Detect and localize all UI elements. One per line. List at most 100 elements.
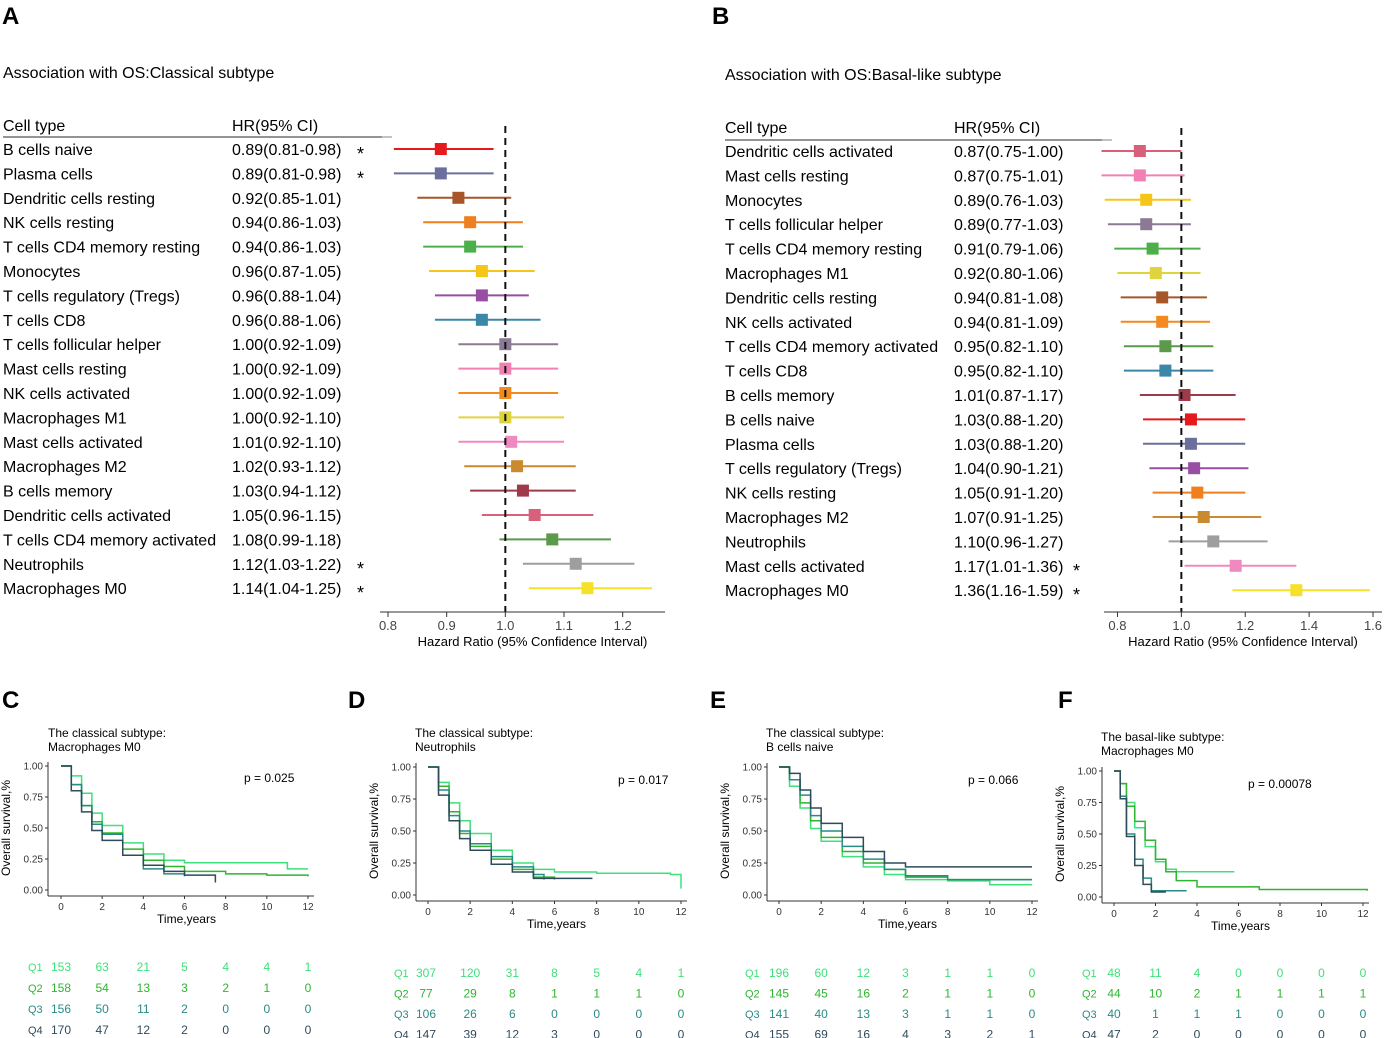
risk-table-count: 0 <box>1235 966 1242 980</box>
risk-table-count: 0 <box>1029 966 1036 980</box>
forest-row-label: Mast cells activated <box>3 435 143 452</box>
risk-table-count: 54 <box>95 981 109 995</box>
forest-row-hr-text: 1.08(0.99-1.18) <box>232 532 341 549</box>
risk-table-count: 1 <box>986 987 993 1001</box>
forest-hr-marker <box>1184 413 1197 426</box>
forest-row-hr-text: 0.94(0.86-1.03) <box>232 240 341 257</box>
forest-hr-marker <box>1178 389 1191 401</box>
forest-row-hr-text: 0.89(0.81-0.98) <box>232 142 341 159</box>
risk-table-count: 0 <box>1360 1007 1367 1021</box>
forest-row-label: Neutrophils <box>725 534 806 551</box>
panel-letter-e: E <box>710 687 726 714</box>
risk-table-count: 0 <box>551 1007 558 1021</box>
risk-table-count: 0 <box>263 1002 270 1016</box>
forest-hr-marker <box>1156 291 1169 304</box>
forest-hr-marker <box>1146 242 1159 255</box>
forest-row-hr-text: 0.96(0.88-1.04) <box>232 288 341 305</box>
risk-table-count: 1 <box>944 966 951 980</box>
risk-table-count: 0 <box>1277 1007 1284 1021</box>
risk-table-count: 158 <box>51 981 71 995</box>
km-survival-curve <box>779 766 1032 868</box>
risk-table-count: 0 <box>678 1007 685 1021</box>
km-survival-curve <box>1114 770 1235 873</box>
forest-hr-marker <box>528 509 541 521</box>
forest-hr-marker <box>516 484 529 497</box>
forest-row-hr-text: 1.00(0.92-1.09) <box>232 386 341 403</box>
forest-row-label: Macrophages M2 <box>3 459 127 476</box>
km-y-axis-title: Overall survival,% <box>1053 786 1067 882</box>
risk-table-count: 63 <box>95 960 109 974</box>
forest-hr-marker <box>464 216 477 229</box>
km-x-axis-title: Time,years <box>527 917 586 931</box>
risk-table-count: 0 <box>1318 1007 1325 1021</box>
risk-table-count: 0 <box>635 1028 642 1038</box>
panel-a-forest: B cells naive 0.89(0.81-0.98) * Plasma cell… <box>3 126 665 649</box>
km-x-tick-label: 2 <box>818 907 824 918</box>
forest-hr-marker <box>1140 193 1153 206</box>
risk-table-count: 26 <box>463 1007 477 1021</box>
forest-hr-marker <box>1133 169 1146 182</box>
risk-table-count: 0 <box>1318 966 1325 980</box>
forest-row-hr-text: 0.94(0.81-1.08) <box>954 290 1063 307</box>
forest-row-hr-text: 0.89(0.76-1.03) <box>954 193 1063 210</box>
forest-x-tick-label: 0.8 <box>1108 618 1126 633</box>
panel-d-subtitle-line1: The classical subtype: <box>415 726 533 740</box>
risk-table-count: 10 <box>1149 987 1163 1001</box>
risk-table-count: 0 <box>1360 1028 1367 1038</box>
km-x-tick-label: 6 <box>1236 909 1242 920</box>
forest-hr-marker <box>1290 584 1303 597</box>
forest-hr-marker <box>569 557 582 570</box>
risk-table-count: 2 <box>222 981 229 995</box>
risk-table-count: 12 <box>857 966 871 980</box>
forest-x-tick-label: 0.9 <box>438 618 456 633</box>
km-x-tick-label: 6 <box>903 907 909 918</box>
risk-table-count: 196 <box>769 966 789 980</box>
risk-table-count: 31 <box>506 966 520 980</box>
risk-table-count: 1 <box>635 987 642 1001</box>
risk-table-group-label: Q4 <box>1082 1030 1097 1038</box>
risk-table-count: 16 <box>857 987 871 1001</box>
risk-table-count: 1 <box>551 987 558 1001</box>
forest-row-hr-text: 0.87(0.75-1.01) <box>954 168 1063 185</box>
panel-e-subtitle-line1: The classical subtype: <box>766 726 884 740</box>
risk-table-count: 0 <box>263 1023 270 1037</box>
panel-c-subtitle-line1: The classical subtype: <box>48 726 166 740</box>
forest-hr-marker <box>511 460 524 473</box>
km-x-tick-label: 2 <box>99 902 105 913</box>
risk-table-count: 1 <box>944 987 951 1001</box>
forest-row-hr-text: 1.00(0.92-1.10) <box>232 410 341 427</box>
forest-row-hr-text: 1.17(1.01-1.36) <box>954 559 1063 576</box>
risk-table-count: 1 <box>263 981 270 995</box>
risk-table-count: 0 <box>305 1023 312 1037</box>
forest-hr-marker <box>1133 145 1146 157</box>
risk-table-count: 2 <box>181 1002 188 1016</box>
forest-row-label: T cells CD8 <box>3 313 85 330</box>
forest-row-label: B cells naive <box>725 412 815 429</box>
risk-table-count: 60 <box>814 966 828 980</box>
forest-row-hr-text: 0.94(0.81-1.09) <box>954 315 1063 332</box>
forest-row-hr-text: 1.05(0.96-1.15) <box>232 508 341 525</box>
panel-b-forest: Dendritic cells activated 0.87(0.75-1.00)… <box>725 128 1382 649</box>
panel-d-km-plot: 0.000.250.500.751.000 2 4 6 8 10 12Time,yearsO… <box>367 763 687 1038</box>
forest-significance-star: * <box>357 144 364 164</box>
forest-row-label: B cells memory <box>725 388 834 405</box>
forest-row-label: T cells regulatory (Tregs) <box>725 461 902 478</box>
forest-row-label: NK cells activated <box>3 386 130 403</box>
risk-table-count: 2 <box>181 1023 188 1037</box>
forest-row-hr-text: 1.07(0.91-1.25) <box>954 510 1063 527</box>
risk-table-group-label: Q3 <box>745 1009 760 1021</box>
risk-table-count: 0 <box>593 1007 600 1021</box>
km-x-tick-label: 10 <box>984 907 996 918</box>
km-x-tick-label: 4 <box>141 902 147 913</box>
risk-table-count: 69 <box>814 1028 828 1038</box>
panel-a-col-hr: HR(95% CI) <box>232 118 318 135</box>
km-x-tick-label: 8 <box>1277 909 1283 920</box>
risk-table-count: 21 <box>137 960 151 974</box>
km-x-tick-label: 6 <box>552 907 558 918</box>
risk-table-count: 120 <box>460 966 480 980</box>
forest-hr-marker <box>581 582 594 595</box>
risk-table-count: 48 <box>1107 966 1121 980</box>
risk-table-count: 0 <box>305 1002 312 1016</box>
risk-table-count: 3 <box>902 1007 909 1021</box>
